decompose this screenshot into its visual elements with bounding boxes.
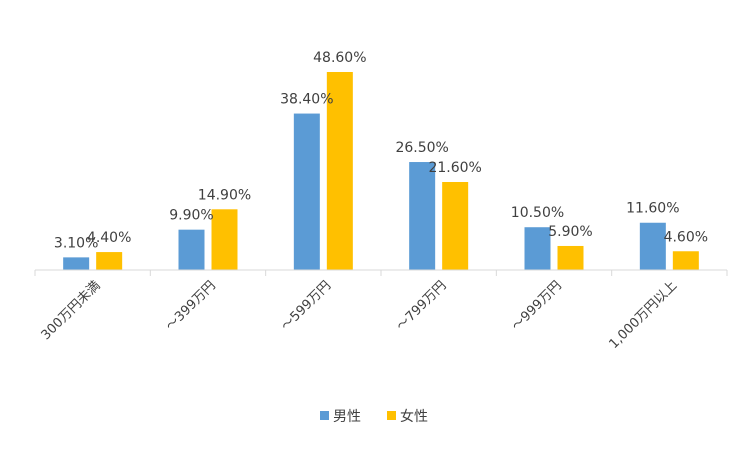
data-label-female: 4.40% [87, 230, 131, 246]
data-label-female: 14.90% [198, 187, 251, 203]
bar-male [409, 162, 436, 270]
bar-female [326, 72, 353, 270]
data-label-female: 4.60% [664, 229, 708, 245]
data-label-male: 11.60% [626, 201, 679, 217]
data-label-male: 26.50% [395, 140, 448, 156]
x-axis-ticks [34, 270, 728, 276]
x-axis-category-labels: 300万円未満 ～399万円 ～599万円 ～799万円 ～999万円 1,000万円以上 [39, 278, 681, 352]
bar-male [178, 229, 205, 270]
bar-male [524, 227, 551, 270]
bar-female [442, 182, 469, 270]
bar-female [211, 209, 238, 270]
category-label: ～399万円 [163, 278, 219, 334]
value-labels-layer: 3.10%4.40% 9.90% 14.90% 38.40% 48.60% 26.50% 2… [54, 50, 708, 251]
data-label-female: 21.60% [428, 160, 481, 176]
legend-label-male: 男性 [333, 409, 361, 425]
bar-female [672, 251, 699, 270]
bar-female [557, 245, 584, 270]
legend-label-female: 女性 [400, 408, 428, 425]
legend: 男性 女性 [320, 408, 428, 425]
category-label: 300万円未満 [39, 278, 104, 343]
bar-male [63, 257, 90, 270]
category-label: ～599万円 [278, 278, 334, 334]
data-label-male: 9.90% [169, 208, 213, 224]
category-label: 1,000万円以上 [606, 278, 680, 352]
bar-female [96, 252, 123, 270]
data-label-male: 10.50% [511, 205, 564, 221]
category-label: ～999万円 [509, 278, 565, 334]
bars-layer [63, 72, 699, 270]
data-label-male: 38.40% [280, 92, 333, 108]
bar-male [639, 222, 666, 270]
data-label-female: 5.90% [548, 224, 592, 240]
data-label-male: 3.10% [54, 235, 98, 251]
bar-male [293, 113, 320, 270]
data-label-female: 48.60% [313, 50, 366, 66]
legend-swatch-male [320, 411, 329, 420]
legend-swatch-female [387, 411, 396, 420]
category-label: ～799万円 [394, 278, 450, 334]
